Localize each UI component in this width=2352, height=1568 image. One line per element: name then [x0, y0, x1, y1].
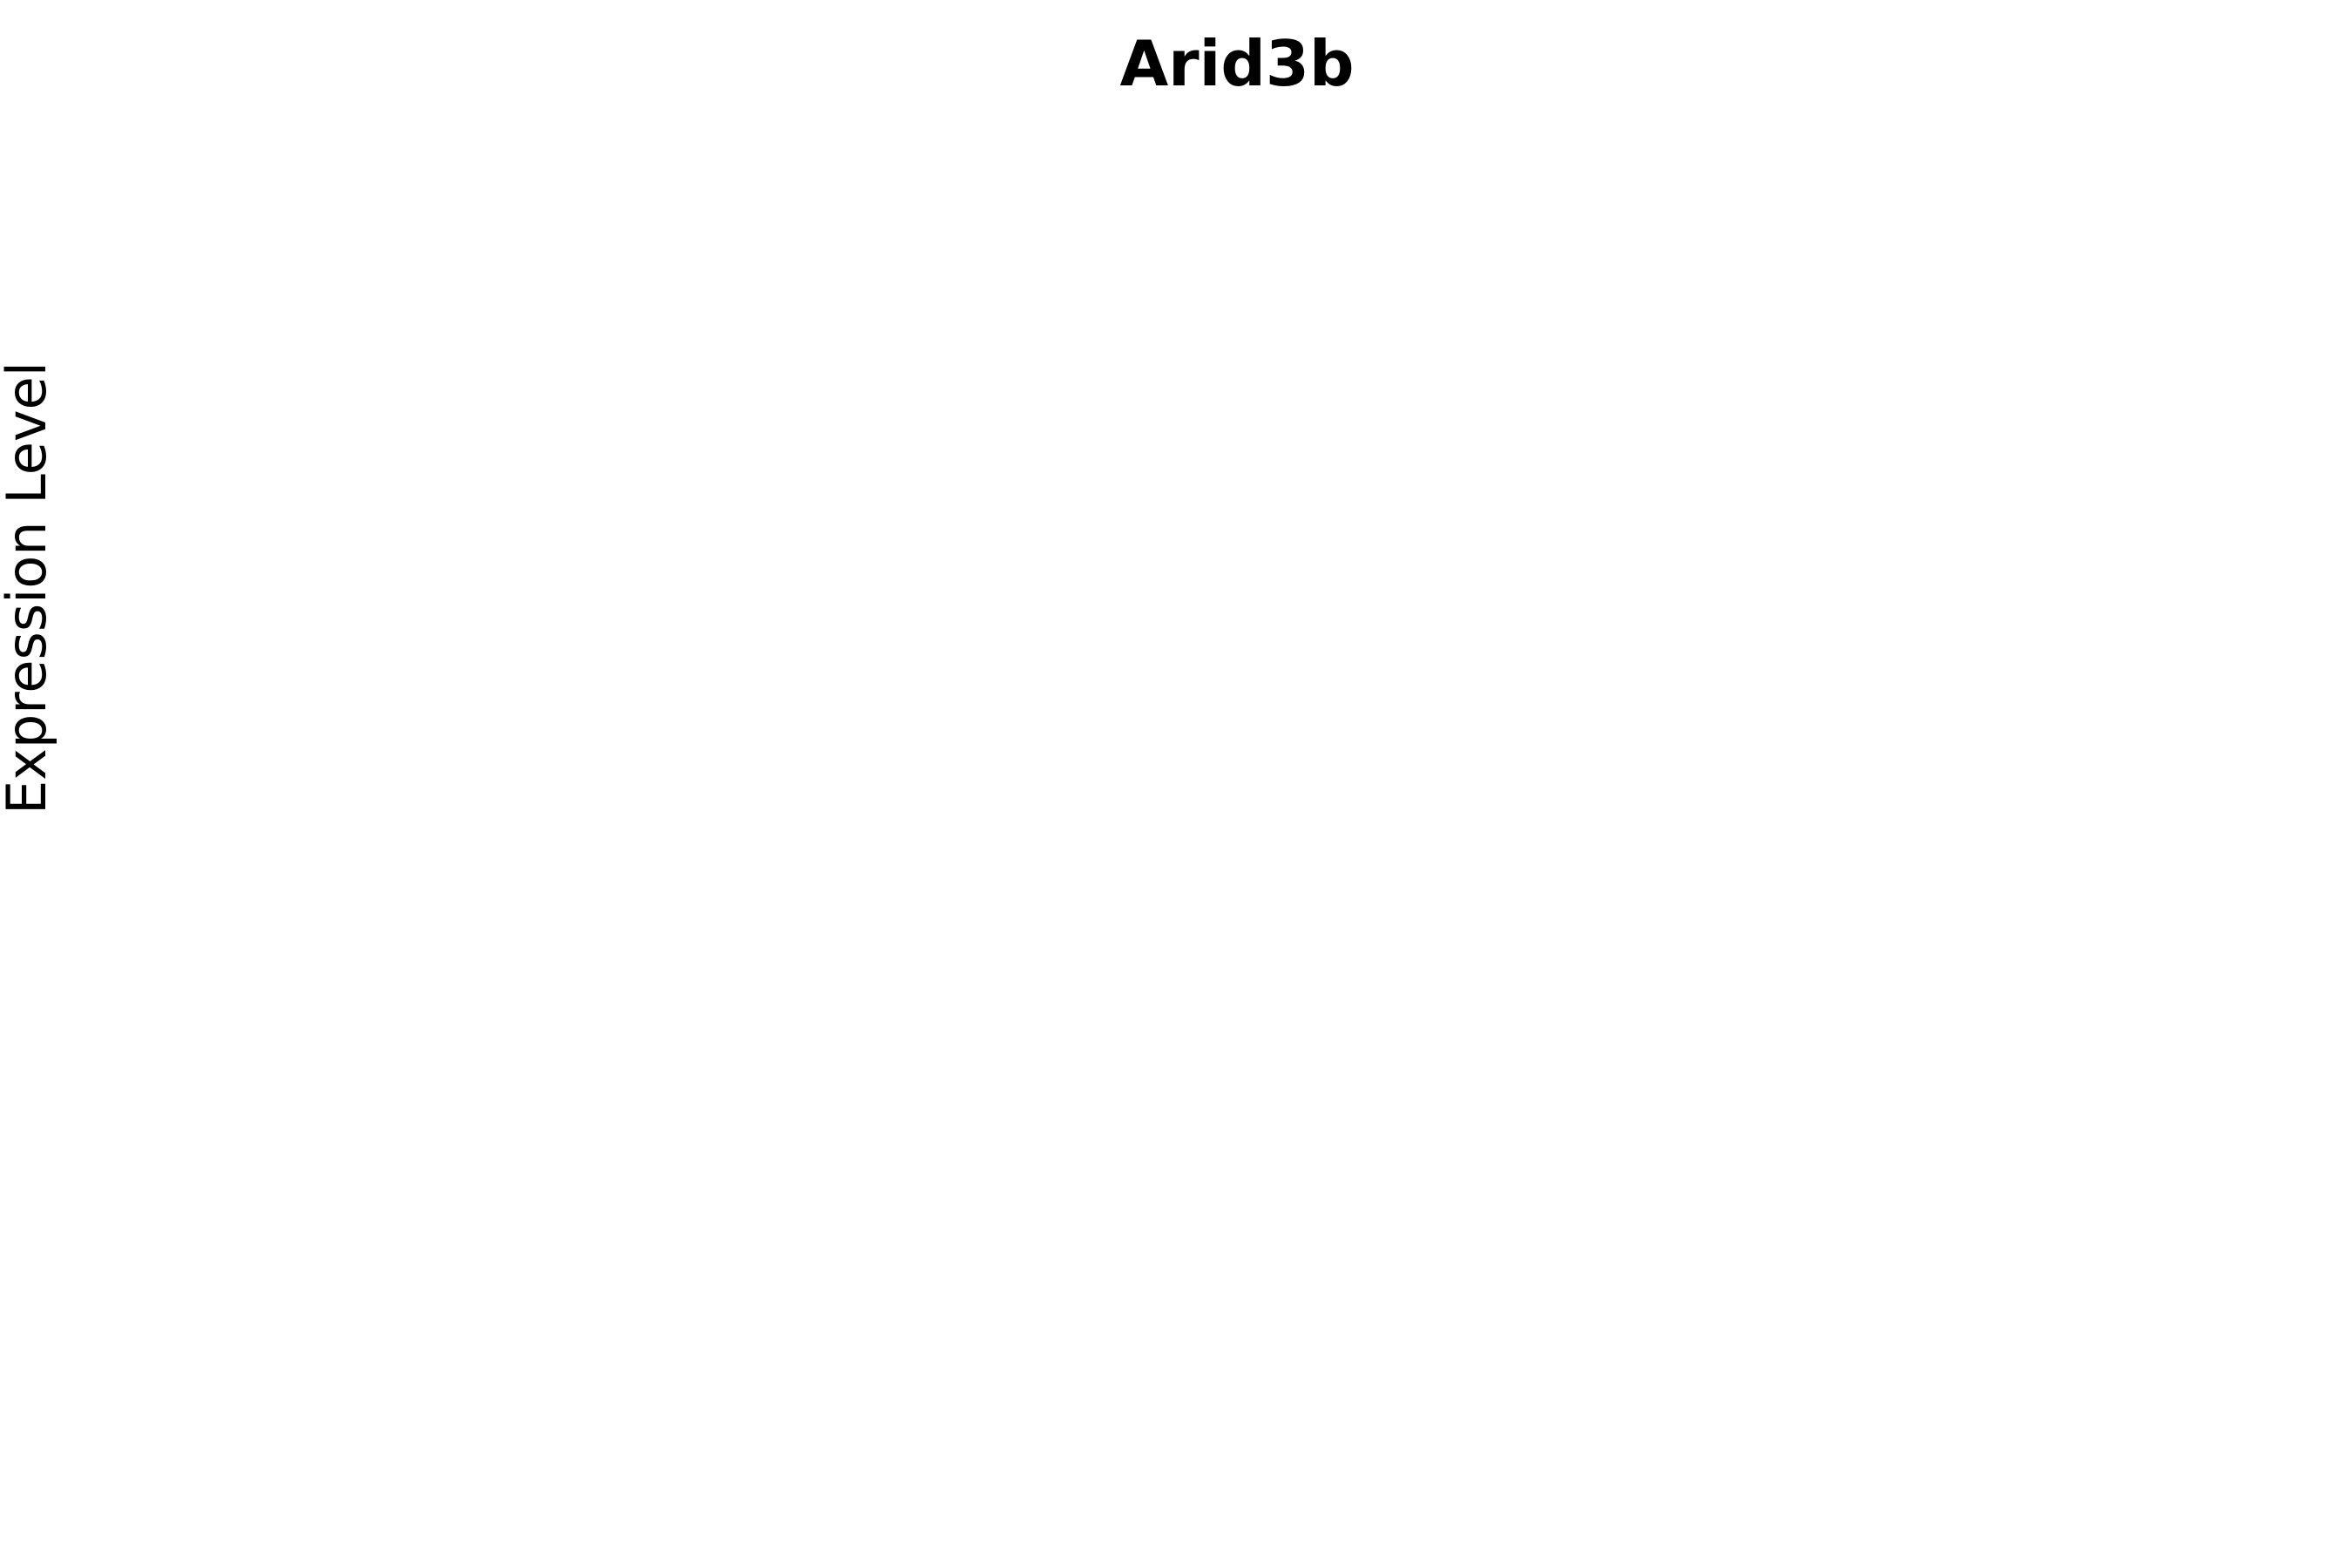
chart-title: Arid3b — [1119, 27, 1354, 100]
y-axis-label: Expression Level — [0, 362, 58, 814]
